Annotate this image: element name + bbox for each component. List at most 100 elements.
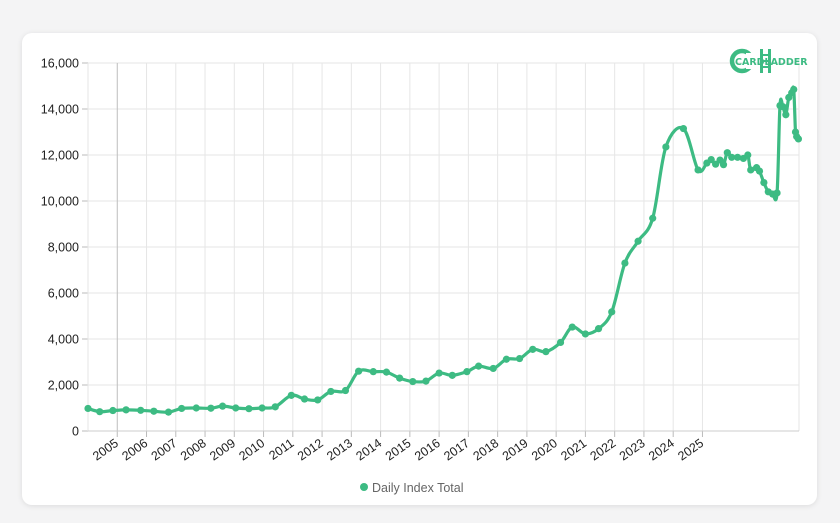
data-point[interactable]	[463, 368, 471, 376]
x-tick-label: 2007	[149, 436, 180, 463]
data-point[interactable]	[355, 367, 363, 375]
data-point[interactable]	[782, 111, 790, 119]
data-point[interactable]	[747, 166, 755, 174]
y-tick-label: 6,000	[48, 287, 79, 301]
data-point[interactable]	[369, 368, 377, 376]
y-tick-label: 2,000	[48, 379, 79, 393]
data-point[interactable]	[649, 214, 657, 222]
data-point[interactable]	[502, 355, 511, 363]
data-point[interactable]	[489, 364, 497, 373]
data-point[interactable]	[164, 408, 173, 416]
x-tick-label: 2011	[266, 436, 296, 463]
data-point[interactable]	[515, 354, 524, 363]
legend-label: Daily Index Total	[372, 481, 464, 495]
x-tick-label: 2020	[529, 436, 560, 463]
data-point[interactable]	[137, 406, 145, 414]
data-point[interactable]	[621, 259, 629, 267]
y-tick-label: 0	[72, 425, 79, 439]
line-chart: 0 2,000 4,000 6,000 8,000 10,000 12,000 14,000 1…	[41, 48, 808, 495]
x-tick-label: 2012	[295, 436, 326, 463]
data-point[interactable]	[707, 156, 715, 164]
data-point[interactable]	[435, 369, 443, 377]
data-point[interactable]	[794, 135, 803, 143]
data-point[interactable]	[694, 166, 702, 174]
data-point[interactable]	[300, 395, 309, 403]
data-point[interactable]	[245, 405, 253, 413]
data-point[interactable]	[192, 404, 200, 412]
data-point[interactable]	[733, 153, 742, 161]
data-point[interactable]	[271, 403, 279, 411]
data-point[interactable]	[679, 124, 688, 133]
data-point[interactable]	[594, 325, 603, 333]
series-line-daily-index-total	[86, 85, 801, 414]
data-point[interactable]	[475, 362, 483, 370]
data-point[interactable]	[723, 149, 731, 157]
x-tick-label: 2008	[178, 436, 209, 463]
x-tick-label: 2022	[588, 436, 619, 463]
data-point[interactable]	[382, 368, 391, 376]
data-point[interactable]	[760, 179, 768, 187]
logo-text: CARDLADDER	[735, 57, 808, 68]
x-tick-label: 2021	[558, 436, 589, 463]
y-tick-label: 4,000	[48, 333, 79, 347]
data-point[interactable]	[581, 330, 590, 338]
legend-dot	[360, 483, 368, 491]
x-tick-label: 2023	[617, 436, 648, 463]
data-point[interactable]	[327, 387, 335, 396]
x-tick-label: 2009	[207, 436, 238, 463]
chart-card: 0 2,000 4,000 6,000 8,000 10,000 12,000 14,000 1…	[22, 33, 817, 505]
data-point[interactable]	[207, 404, 215, 412]
data-point[interactable]	[178, 404, 186, 413]
y-tick-label: 8,000	[48, 241, 79, 255]
data-point[interactable]	[122, 406, 130, 414]
x-tick-label: 2024	[646, 436, 677, 463]
data-point[interactable]	[662, 143, 670, 151]
data-point[interactable]	[109, 406, 117, 415]
x-tick-label: 2006	[119, 436, 150, 463]
x-tick-label: 2017	[441, 436, 472, 463]
data-point[interactable]	[556, 338, 565, 347]
data-point[interactable]	[396, 374, 404, 382]
data-point[interactable]	[258, 404, 266, 412]
data-point[interactable]	[448, 371, 456, 379]
series-markers	[84, 85, 803, 416]
data-point[interactable]	[529, 345, 537, 353]
data-point[interactable]	[218, 402, 227, 410]
data-point[interactable]	[744, 151, 752, 159]
x-tick-label: 2010	[236, 436, 267, 463]
y-tick-label: 12,000	[41, 149, 79, 163]
data-point[interactable]	[779, 103, 787, 111]
y-tick-label: 14,000	[41, 103, 79, 117]
y-axis-labels: 0 2,000 4,000 6,000 8,000 10,000 12,000 14,000 1…	[41, 57, 79, 439]
y-tick-label: 16,000	[41, 57, 79, 71]
data-point[interactable]	[341, 386, 350, 395]
data-point[interactable]	[790, 85, 798, 94]
data-point[interactable]	[314, 396, 322, 404]
data-point[interactable]	[84, 404, 92, 413]
data-point[interactable]	[755, 167, 764, 175]
data-point[interactable]	[287, 391, 295, 399]
data-point[interactable]	[608, 308, 616, 316]
grid	[82, 62, 800, 437]
legend[interactable]: Daily Index Total	[360, 481, 464, 495]
x-tick-label: 2014	[354, 436, 385, 463]
x-tick-label: 2018	[471, 436, 502, 463]
x-tick-label: 2005	[90, 436, 121, 463]
data-point[interactable]	[728, 153, 736, 161]
data-point[interactable]	[773, 189, 781, 197]
x-tick-label: 2025	[675, 436, 706, 463]
x-tick-label: 2019	[500, 436, 531, 463]
data-point[interactable]	[542, 348, 550, 356]
data-point[interactable]	[96, 408, 104, 416]
data-point[interactable]	[232, 404, 240, 412]
data-point[interactable]	[568, 323, 576, 331]
data-point[interactable]	[409, 377, 417, 386]
data-point[interactable]	[719, 161, 728, 169]
x-tick-label: 2013	[324, 436, 355, 463]
data-point[interactable]	[634, 237, 642, 245]
cardladder-logo: CARDLADDER	[729, 48, 808, 74]
data-point[interactable]	[422, 377, 430, 385]
y-tick-label: 10,000	[41, 195, 79, 209]
data-point[interactable]	[150, 407, 158, 415]
